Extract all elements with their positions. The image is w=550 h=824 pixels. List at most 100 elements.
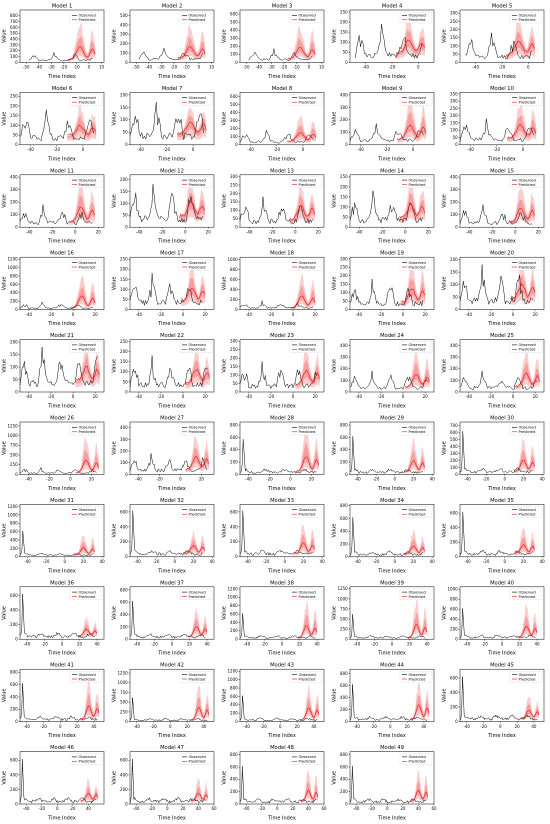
legend-predicted-label: Predicted [189, 18, 206, 22]
axes-frame [19, 421, 105, 475]
y-tick-label: 300 [230, 118, 238, 123]
x-tick-label: -20 [389, 65, 396, 70]
legend-predicted-label: Predicted [409, 595, 426, 599]
subplot-6: Model 6 -40 -20 0 0 50 100 150 200 250 Time Index V… [2, 86, 105, 162]
y-tick-label: 200 [10, 787, 18, 792]
y-tick-label: 200 [120, 539, 128, 544]
legend-predicted-label: Predicted [189, 677, 206, 681]
observed-line [459, 370, 538, 390]
y-tick-label: 0 [235, 225, 238, 230]
observed-line [138, 47, 203, 61]
x-tick-label: -20 [39, 806, 46, 811]
x-tick-label: 20 [77, 641, 83, 646]
x-tick-label: 20 [423, 394, 429, 399]
predicted-line [67, 124, 97, 137]
y-tick-label: 200 [340, 19, 348, 24]
x-tick-label: 40 [210, 559, 216, 564]
subplot-title: Model 29 [380, 416, 404, 422]
y-axis-label: Value [222, 771, 228, 785]
x-tick-label: 0 [61, 641, 64, 646]
axes-frame [239, 504, 325, 558]
legend-observed-label: Observed [79, 96, 96, 100]
subplot-title: Model 27 [160, 416, 184, 422]
y-tick-label: 400 [450, 343, 458, 348]
y-tick-label: 100 [120, 287, 128, 292]
predicted-line [177, 46, 206, 59]
subplot-title: Model 44 [380, 663, 405, 669]
x-tick-label: -40 [27, 147, 34, 152]
observed-line [459, 608, 536, 639]
legend-observed-label: Observed [189, 508, 206, 512]
legend-predicted-label: Predicted [299, 348, 316, 352]
y-tick-label: 800 [10, 273, 18, 278]
y-tick-label: 800 [10, 670, 18, 675]
y-tick-label: 400 [340, 695, 348, 700]
y-tick-label: 250 [230, 182, 238, 187]
y-tick-label: 0 [125, 719, 128, 724]
y-tick-label: 800 [340, 503, 348, 508]
legend-observed-label: Observed [299, 508, 316, 512]
y-tick-label: 50 [123, 130, 129, 135]
y-tick-label: 250 [450, 106, 458, 111]
legend-predicted-label: Predicted [519, 18, 536, 22]
y-tick-label: 200 [230, 459, 238, 464]
y-tick-label: 200 [120, 624, 128, 629]
y-tick-label: 800 [230, 267, 238, 272]
legend-observed-label: Observed [189, 14, 206, 18]
subplot-title: Model 8 [272, 86, 293, 92]
predicted-line [80, 792, 99, 802]
x-tick-label: -40 [466, 312, 473, 317]
predicted-line [395, 39, 426, 55]
y-tick-label: 300 [10, 42, 18, 47]
y-tick-label: 250 [340, 627, 348, 632]
x-tick-label: -40 [24, 641, 31, 646]
y-axis-label: Value [2, 689, 8, 703]
y-tick-label: 1250 [8, 423, 19, 428]
x-tick-label: 20 [93, 312, 99, 317]
axes-frame [239, 668, 325, 722]
x-tick-label: 40 [320, 559, 326, 564]
x-axis-label: Time Index [157, 404, 186, 410]
y-tick-label: 100 [450, 128, 458, 133]
x-tick-label: 20 [89, 477, 95, 482]
y-axis-label: Value [222, 29, 228, 43]
y-axis-label: Value [112, 112, 118, 126]
x-tick-label: -40 [466, 229, 473, 234]
x-tick-label: -20 [266, 477, 273, 482]
y-tick-label: 100 [450, 282, 458, 287]
y-tick-label: 150 [10, 352, 18, 357]
y-tick-label: 200 [10, 622, 18, 627]
y-tick-label: 200 [450, 27, 458, 32]
x-tick-label: 20 [515, 724, 521, 729]
subplot-title: Model 31 [50, 498, 74, 504]
x-tick-label: -20 [153, 559, 160, 564]
legend-box [509, 671, 543, 683]
x-tick-label: -20 [268, 394, 275, 399]
x-tick-label: 20 [185, 724, 191, 729]
y-tick-label: 0 [235, 389, 238, 394]
axes-frame [129, 339, 215, 393]
y-tick-label: 50 [453, 52, 459, 57]
legend-observed-label: Observed [79, 14, 96, 18]
y-axis-label: Value [222, 689, 228, 703]
x-tick-label: -20 [261, 641, 268, 646]
y-tick-label: 0 [15, 472, 18, 477]
x-tick-label: -10 [293, 65, 300, 70]
observed-line [460, 676, 538, 721]
y-tick-label: 600 [230, 764, 238, 769]
y-axis-label: Value [2, 359, 8, 373]
y-tick-label: 200 [340, 707, 348, 712]
x-tick-label: -40 [136, 312, 143, 317]
y-tick-label: 100 [120, 50, 128, 55]
observed-line [349, 370, 428, 390]
subplot-7: Model 7 -40 -20 0 0 50 100 150 200 Time Index Valu… [112, 86, 215, 162]
y-tick-label: 250 [10, 94, 18, 99]
x-axis-label: Time Index [267, 156, 296, 162]
